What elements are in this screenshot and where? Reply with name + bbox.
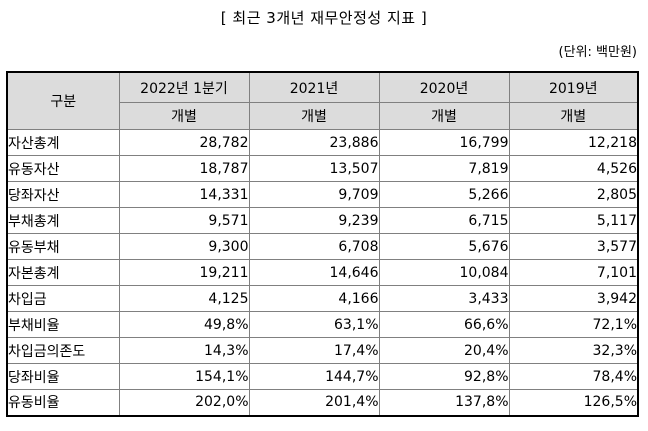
period-header: 2020년 <box>378 71 510 103</box>
table-row: 유동자산 18,787 13,507 7,819 4,526 <box>6 155 639 182</box>
row-label: 당좌비율 <box>6 363 120 390</box>
value-cell: 4,125 <box>118 285 250 312</box>
basis-header: 개별 <box>248 102 380 130</box>
table-row: 부채비율 49,8% 63,1% 66,6% 72,1% <box>6 311 639 338</box>
basis-header-row: 개별 개별 개별 개별 <box>7 102 639 130</box>
basis-header: 개별 <box>378 102 510 130</box>
basis-header: 개별 <box>508 102 639 130</box>
table-row: 차입금 4,125 4,166 3,433 3,942 <box>6 285 639 312</box>
value-cell: 4,166 <box>248 285 380 312</box>
page-title: [ 최근 3개년 재무안정성 지표 ] <box>220 9 428 27</box>
period-header: 2021년 <box>248 71 380 103</box>
value-cell: 72,1% <box>508 311 639 338</box>
row-label: 유동비율 <box>6 389 120 416</box>
period-header: 2019년 <box>508 71 639 103</box>
table-row: 당좌비율 154,1% 144,7% 92,8% 78,4% <box>6 363 639 390</box>
unit-label: (단위: 백만원) <box>558 45 637 60</box>
basis-header: 개별 <box>118 102 250 130</box>
row-label: 차입금 <box>6 285 120 312</box>
value-cell: 126,5% <box>508 389 639 416</box>
value-cell: 9,239 <box>248 207 380 234</box>
value-cell: 9,300 <box>118 233 250 260</box>
corner-header: 구분 <box>6 71 120 130</box>
value-cell: 12,218 <box>508 129 639 156</box>
value-cell: 6,708 <box>248 233 380 260</box>
value-cell: 10,084 <box>378 259 510 286</box>
table-row: 자산총계 28,782 23,886 16,799 12,218 <box>6 129 639 156</box>
value-cell: 4,526 <box>508 155 639 182</box>
value-cell: 5,117 <box>508 207 639 234</box>
value-cell: 202,0% <box>118 389 250 416</box>
table-row: 부채총계 9,571 9,239 6,715 5,117 <box>6 207 639 234</box>
value-cell: 5,676 <box>378 233 510 260</box>
value-cell: 19,211 <box>118 259 250 286</box>
value-cell: 7,101 <box>508 259 639 286</box>
financial-table: 구분 2022년 1분기 2021년 2020년 2019년 개별 개별 개별 … <box>6 71 639 417</box>
table-row: 자본총계 19,211 14,646 10,084 7,101 <box>6 259 639 286</box>
value-cell: 32,3% <box>508 337 639 364</box>
value-cell: 66,6% <box>378 311 510 338</box>
value-cell: 23,886 <box>248 129 380 156</box>
value-cell: 7,819 <box>378 155 510 182</box>
value-cell: 9,709 <box>248 181 380 208</box>
table-row: 유동비율 202,0% 201,4% 137,8% 126,5% <box>6 389 639 416</box>
value-cell: 3,577 <box>508 233 639 260</box>
value-cell: 3,942 <box>508 285 639 312</box>
row-label: 유동부채 <box>6 233 120 260</box>
value-cell: 18,787 <box>118 155 250 182</box>
value-cell: 17,4% <box>248 337 380 364</box>
value-cell: 14,646 <box>248 259 380 286</box>
value-cell: 154,1% <box>118 363 250 390</box>
value-cell: 63,1% <box>248 311 380 338</box>
value-cell: 49,8% <box>118 311 250 338</box>
value-cell: 28,782 <box>118 129 250 156</box>
value-cell: 14,3% <box>118 337 250 364</box>
value-cell: 16,799 <box>378 129 510 156</box>
row-label: 자본총계 <box>6 259 120 286</box>
value-cell: 137,8% <box>378 389 510 416</box>
row-label: 유동자산 <box>6 155 120 182</box>
table-row: 당좌자산 14,331 9,709 5,266 2,805 <box>6 181 639 208</box>
row-label: 자산총계 <box>6 129 120 156</box>
table-body: 자산총계 28,782 23,886 16,799 12,218 유동자산 18,787 13… <box>6 129 639 416</box>
period-header: 2022년 1분기 <box>118 71 250 103</box>
value-cell: 92,8% <box>378 363 510 390</box>
value-cell: 3,433 <box>378 285 510 312</box>
value-cell: 2,805 <box>508 181 639 208</box>
value-cell: 20,4% <box>378 337 510 364</box>
value-cell: 201,4% <box>248 389 380 416</box>
value-cell: 9,571 <box>118 207 250 234</box>
row-label: 당좌자산 <box>6 181 120 208</box>
table-header: 구분 2022년 1분기 2021년 2020년 2019년 개별 개별 개별 … <box>6 71 639 130</box>
value-cell: 6,715 <box>378 207 510 234</box>
row-label: 부채총계 <box>6 207 120 234</box>
table-row: 유동부채 9,300 6,708 5,676 3,577 <box>6 233 639 260</box>
table-row: 차입금의존도 14,3% 17,4% 20,4% 32,3% <box>6 337 639 364</box>
row-label: 부채비율 <box>6 311 120 338</box>
value-cell: 14,331 <box>118 181 250 208</box>
row-label: 차입금의존도 <box>6 337 120 364</box>
value-cell: 13,507 <box>248 155 380 182</box>
value-cell: 5,266 <box>378 181 510 208</box>
period-header-row: 구분 2022년 1분기 2021년 2020년 2019년 <box>6 71 639 130</box>
value-cell: 144,7% <box>248 363 380 390</box>
value-cell: 78,4% <box>508 363 639 390</box>
